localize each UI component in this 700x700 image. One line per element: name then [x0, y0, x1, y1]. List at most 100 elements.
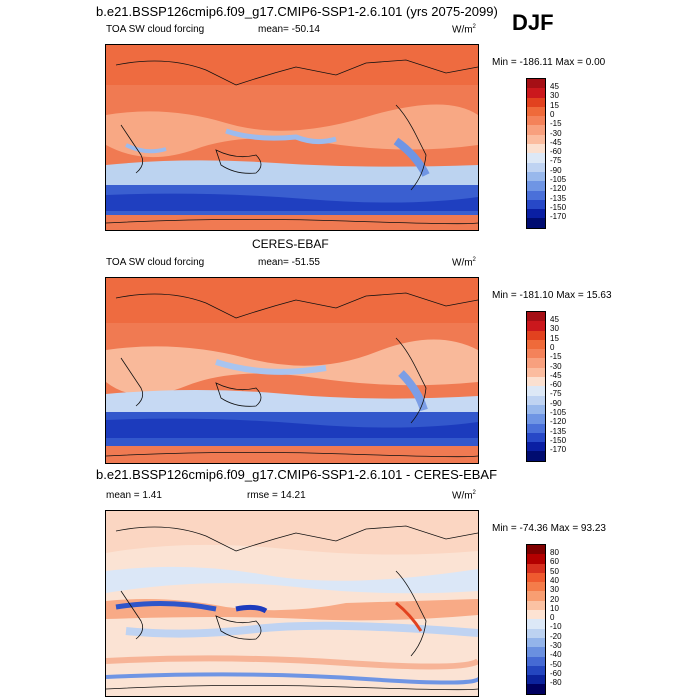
colorbar-tick-label: -135 [550, 193, 567, 203]
panel-1-title: b.e21.BSSP126cmip6.f09_g17.CMIP6-SSP1-2.… [96, 4, 498, 19]
colorbar-swatch [527, 545, 545, 555]
colorbar-swatch [527, 600, 545, 611]
colorbar-swatch [527, 171, 545, 182]
colorbar-swatch [527, 377, 545, 387]
colorbar-swatch [527, 656, 545, 666]
colorbar-swatch [527, 451, 545, 461]
colorbar-tick-label: -170 [550, 212, 567, 222]
colorbar-swatch [527, 79, 545, 89]
panel-2-title: CERES-EBAF [252, 237, 329, 251]
colorbar-tick-label: 0 [550, 613, 555, 623]
colorbar-tick-label: -80 [550, 678, 562, 688]
colorbar-swatch [527, 665, 545, 676]
colorbar-tick-label: 20 [550, 594, 559, 604]
panel-1-field-label: TOA SW cloud forcing [106, 24, 205, 35]
colorbar-swatch [527, 591, 545, 601]
colorbar-tick-label: 30 [550, 324, 559, 334]
colorbar-swatch [527, 432, 545, 443]
colorbar-swatch [527, 563, 545, 573]
colorbar-swatch [527, 339, 545, 350]
colorbar-swatch [527, 190, 545, 200]
colorbar-swatch [527, 423, 545, 433]
colorbar-swatch [527, 404, 545, 415]
colorbar-tick-label: 30 [550, 91, 559, 101]
colorbar-swatch [527, 414, 545, 424]
colorbar-swatch [527, 162, 545, 172]
colorbar-tick-label: -15 [550, 119, 562, 129]
colorbar-tick-label: 45 [550, 315, 559, 324]
colorbar-tick-label: -150 [550, 202, 567, 212]
colorbar-tick-label: 15 [550, 100, 559, 110]
colorbar-swatch [527, 218, 545, 228]
colorbar-tick-label: -150 [550, 435, 567, 445]
colorbar-swatch [527, 647, 545, 657]
colorbar-tick-label: -20 [550, 631, 562, 641]
colorbar-swatch [527, 582, 545, 592]
panel-3-rmse-label: rmse = 14.21 [247, 490, 306, 501]
colorbar-tick-label: -105 [550, 175, 567, 184]
colorbar-swatch [527, 395, 545, 405]
colorbar-swatch [527, 88, 545, 98]
colorbar-swatch [527, 684, 545, 694]
colorbar-swatch [527, 106, 545, 117]
colorbar-tick-label: 45 [550, 82, 559, 91]
colorbar-tick-label: -30 [550, 361, 562, 371]
panel-2-units: W/m2 [452, 257, 476, 269]
colorbar-swatch [527, 321, 545, 331]
colorbar-tick-label: -60 [550, 668, 562, 678]
colorbar-tick-label: -10 [550, 622, 562, 632]
panel-1-units: W/m2 [452, 24, 476, 36]
panel-1-colorbar [526, 78, 546, 229]
panel-2-colorbar [526, 311, 546, 462]
colorbar-tick-label: -120 [550, 417, 567, 427]
colorbar-tick-label: -60 [550, 147, 562, 157]
panel-2-mean-label: mean= -51.55 [258, 257, 320, 268]
colorbar-swatch [527, 125, 545, 135]
colorbar-tick-label: 0 [550, 109, 555, 119]
colorbar-tick-label: 0 [550, 342, 555, 352]
season-label: DJF [512, 10, 554, 35]
colorbar-swatch [527, 554, 545, 564]
colorbar-tick-label: -75 [550, 156, 562, 166]
colorbar-swatch [527, 358, 545, 368]
colorbar-swatch [527, 97, 545, 107]
panel-1-mean-label: mean= -50.14 [258, 24, 320, 35]
panel-2-field-label: TOA SW cloud forcing [106, 257, 205, 268]
colorbar-swatch [527, 367, 545, 378]
colorbar-tick-label: -105 [550, 408, 567, 417]
colorbar-tick-label: -170 [550, 445, 567, 455]
colorbar-tick-label: 40 [550, 575, 559, 585]
colorbar-swatch [527, 619, 545, 629]
colorbar-tick-label: -45 [550, 137, 562, 147]
colorbar-swatch [527, 637, 545, 648]
colorbar-swatch [527, 675, 545, 685]
colorbar-tick-label: -15 [550, 352, 562, 362]
colorbar-swatch [527, 134, 545, 145]
colorbar-swatch [527, 349, 545, 359]
colorbar-tick-label: -60 [550, 380, 562, 390]
panel-3-units: W/m2 [452, 490, 476, 502]
panel-3-mean-label: mean = 1.41 [106, 490, 162, 501]
panel-3-colorbar [526, 544, 546, 695]
colorbar-tick-label: -30 [550, 128, 562, 138]
colorbar-tick-label: -90 [550, 398, 562, 408]
panel-2-minmax: Min = -181.10 Max = 15.63 [492, 290, 612, 301]
colorbar-swatch [527, 153, 545, 163]
colorbar-swatch [527, 330, 545, 340]
colorbar-tick-label: 10 [550, 603, 559, 613]
panel-3-title: b.e21.BSSP126cmip6.f09_g17.CMIP6-SSP1-2.… [96, 467, 498, 482]
colorbar-swatch [527, 312, 545, 322]
panel-2-map [105, 277, 479, 464]
colorbar-tick-label: 80 [550, 548, 559, 557]
colorbar-tick-label: -120 [550, 184, 567, 194]
panel-3-map [105, 510, 479, 697]
colorbar-tick-label: 30 [550, 585, 559, 595]
colorbar-tick-label: -135 [550, 426, 567, 436]
colorbar-swatch [527, 572, 545, 583]
colorbar-tick-label: 15 [550, 333, 559, 343]
colorbar-swatch [527, 442, 545, 452]
colorbar-swatch [527, 181, 545, 191]
colorbar-swatch [527, 209, 545, 219]
colorbar-tick-label: -50 [550, 659, 562, 669]
colorbar-tick-label: -90 [550, 165, 562, 175]
